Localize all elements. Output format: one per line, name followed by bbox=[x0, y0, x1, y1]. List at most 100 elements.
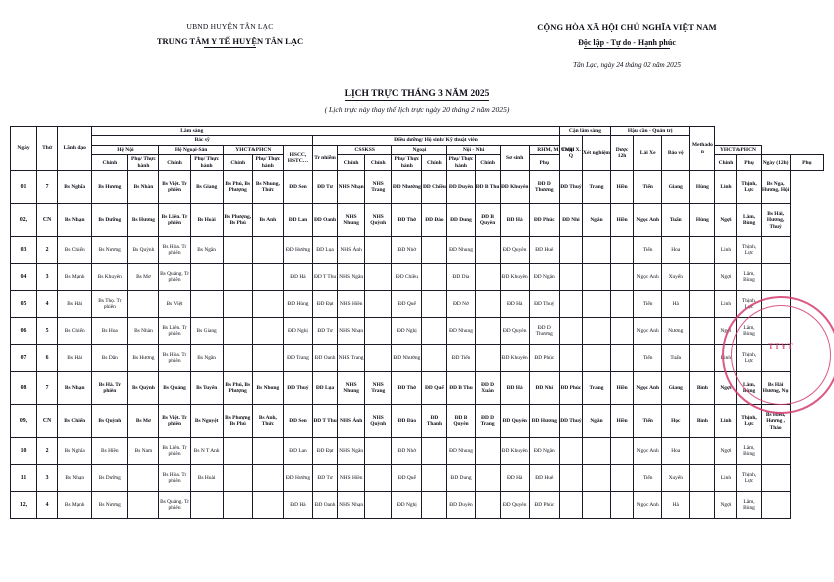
cell-duty bbox=[189, 491, 224, 520]
cell-duty: Bs Hương bbox=[127, 203, 160, 238]
cell-duty: ĐD Thở bbox=[391, 371, 423, 406]
cell-duty: NHS Nhạn bbox=[337, 491, 366, 520]
cell-duty: Tiến bbox=[633, 236, 663, 265]
sub-chinh-ngoai: Chính bbox=[421, 154, 448, 172]
cell-duty: Lâm, Bùng bbox=[736, 203, 762, 238]
cell-duty: ĐD Nhờ bbox=[391, 236, 423, 265]
cell-duty: Bs Nhạn bbox=[57, 371, 93, 406]
cell-duty: Giang bbox=[661, 170, 691, 205]
cell-duty: Bs Liên. Tr phiên bbox=[158, 203, 191, 238]
cell-thu: 7 bbox=[36, 371, 59, 406]
cell-duty bbox=[581, 491, 612, 520]
table-row: 07 6 Bs Hải Bs Dân Bs Hương Bs Hòa. Tr phiên B… bbox=[9, 344, 824, 373]
sub-chinh-hscc: Chính bbox=[337, 154, 366, 172]
cell-duty: Bs Quỳnh bbox=[91, 404, 129, 439]
cell-duty: Ngân bbox=[581, 404, 612, 439]
cell-duty: ĐD Nhung bbox=[446, 236, 476, 265]
cell-duty bbox=[760, 491, 791, 520]
cell-ngay: 02, bbox=[9, 203, 38, 238]
cell-duty: Bs Hương bbox=[91, 170, 129, 205]
sub-ngay-12h-yhct: Ngày (12h) bbox=[760, 154, 791, 172]
cell-duty: ĐD Tư bbox=[311, 170, 339, 205]
cell-ngay: 10 bbox=[9, 437, 38, 466]
cell-duty: Linh bbox=[714, 464, 738, 493]
cell-duty: Bs Nghĩa bbox=[57, 437, 93, 466]
cell-duty: ĐD Quế bbox=[391, 290, 423, 319]
cell-duty: ĐD Khuyên bbox=[499, 437, 530, 466]
cell-duty: ĐD Khuyên bbox=[499, 263, 530, 292]
cell-duty: ĐD Chiều bbox=[391, 263, 423, 292]
cell-duty: ĐD Thở bbox=[391, 203, 423, 238]
header-row-1: Ngày Thứ Lãnh đạo Lâm sàng Cận lâm sàng … bbox=[9, 125, 824, 172]
cell-duty bbox=[222, 491, 253, 520]
cell-thu: CN bbox=[36, 404, 59, 439]
cell-duty: Bs Chiến bbox=[57, 236, 93, 265]
cell-duty: ĐD Nhung bbox=[446, 437, 476, 466]
cell-duty bbox=[421, 344, 448, 373]
cell-duty bbox=[474, 344, 501, 373]
cell-duty: NHS Nhạn bbox=[337, 317, 366, 346]
cell-duty: Bs Hiền bbox=[91, 437, 129, 466]
cell-duty: NHS Ánh bbox=[337, 404, 366, 439]
cell-duty bbox=[251, 491, 284, 520]
cell-duty: Bs Hải bbox=[57, 290, 93, 319]
cell-duty: Bs Ngân bbox=[189, 236, 224, 265]
table-row: 09, CN Bs Chiến Bs Quỳnh Bs Mơ Bs Việt. Tr ph… bbox=[9, 404, 824, 439]
cell-duty: Hùng bbox=[689, 203, 716, 238]
cell-duty bbox=[581, 290, 612, 319]
table-row: 11 3 Bs Nhạn Bs Dưỡng Bs Hòa. Tr phiên Bs Hoà… bbox=[9, 464, 824, 493]
cell-duty: ĐD Dung bbox=[446, 464, 476, 493]
cell-duty: Bs Quỳnh bbox=[127, 371, 160, 406]
cell-duty: ĐD Thanh bbox=[421, 404, 448, 439]
cell-duty: NHS Ánh bbox=[337, 236, 366, 265]
cell-duty bbox=[558, 491, 583, 520]
cell-duty: ĐD Lan bbox=[282, 437, 314, 466]
cell-duty bbox=[558, 236, 583, 265]
table-row: 06 5 Bs Chiến Bs Hoa Bs Nhàn Bs Liên. Tr phiê… bbox=[9, 317, 824, 346]
cell-duty bbox=[364, 464, 393, 493]
cell-duty: Bs Việt. Tr phiên bbox=[158, 170, 191, 205]
cell-duty bbox=[222, 290, 253, 319]
cell-duty bbox=[689, 317, 716, 346]
cell-duty bbox=[760, 263, 791, 292]
cell-duty: Bs Nga, Hương, Hội bbox=[760, 170, 791, 205]
cell-duty: Hoa bbox=[661, 437, 691, 466]
sub-chinh-csskss: Chính bbox=[364, 154, 393, 172]
cell-duty: Bs Liên. Tr phiên bbox=[158, 437, 191, 466]
cell-duty bbox=[421, 437, 448, 466]
table-row: 01 7 Bs Nghĩa Bs Hương Bs Nhàn Bs Việt. Tr ph… bbox=[9, 170, 824, 205]
cell-duty: Bs Mơ bbox=[127, 263, 160, 292]
cell-duty bbox=[610, 317, 635, 346]
cell-duty: Bs Mạnh bbox=[57, 491, 93, 520]
cell-duty bbox=[251, 290, 284, 319]
cell-duty: ĐD Tiến bbox=[446, 344, 476, 373]
cell-duty bbox=[610, 236, 635, 265]
cell-duty: Bs Nguyệt bbox=[189, 404, 224, 439]
sub-phu-ngoai: Phụ/ Thực hành bbox=[446, 154, 476, 172]
cell-duty: ĐD Nhường bbox=[391, 344, 423, 373]
cell-duty bbox=[558, 437, 583, 466]
cell-duty: Linh bbox=[714, 170, 738, 205]
cell-duty: ĐD Thuý bbox=[558, 404, 583, 439]
cell-duty bbox=[251, 317, 284, 346]
cell-duty: ĐD Quyên bbox=[499, 491, 530, 520]
sub-phu-ngoai-san: Phụ/ Thực hành bbox=[189, 154, 224, 172]
col-lai-xe: Lái Xe bbox=[633, 135, 663, 172]
cell-thu: 5 bbox=[36, 317, 59, 346]
cell-duty: ĐD Hà bbox=[499, 371, 530, 406]
place-date-line: Tân Lạc, ngày 24 tháng 02 năm 2025 bbox=[573, 61, 681, 69]
cell-duty bbox=[610, 290, 635, 319]
cell-duty: ĐD Đạt bbox=[311, 437, 339, 466]
cell-duty: Hùng bbox=[689, 170, 716, 205]
cell-duty bbox=[222, 344, 253, 373]
cell-duty bbox=[364, 290, 393, 319]
cell-duty: ĐD Phúc bbox=[528, 203, 560, 238]
cell-duty: ĐD Nở bbox=[446, 290, 476, 319]
cell-duty: NHS Nhung bbox=[337, 371, 366, 406]
cell-duty: Lâm, Bùng bbox=[736, 491, 762, 520]
cell-duty: Tuấn bbox=[661, 203, 691, 238]
cell-duty: ĐD Oanh bbox=[311, 203, 339, 238]
cell-duty: Bs Anh bbox=[251, 203, 284, 238]
cell-duty: Bs Hòa. Tr phiên bbox=[158, 344, 191, 373]
title-block: LỊCH TRỰC THÁNG 3 NĂM 2025 ( Lịch trực n… bbox=[0, 83, 834, 114]
